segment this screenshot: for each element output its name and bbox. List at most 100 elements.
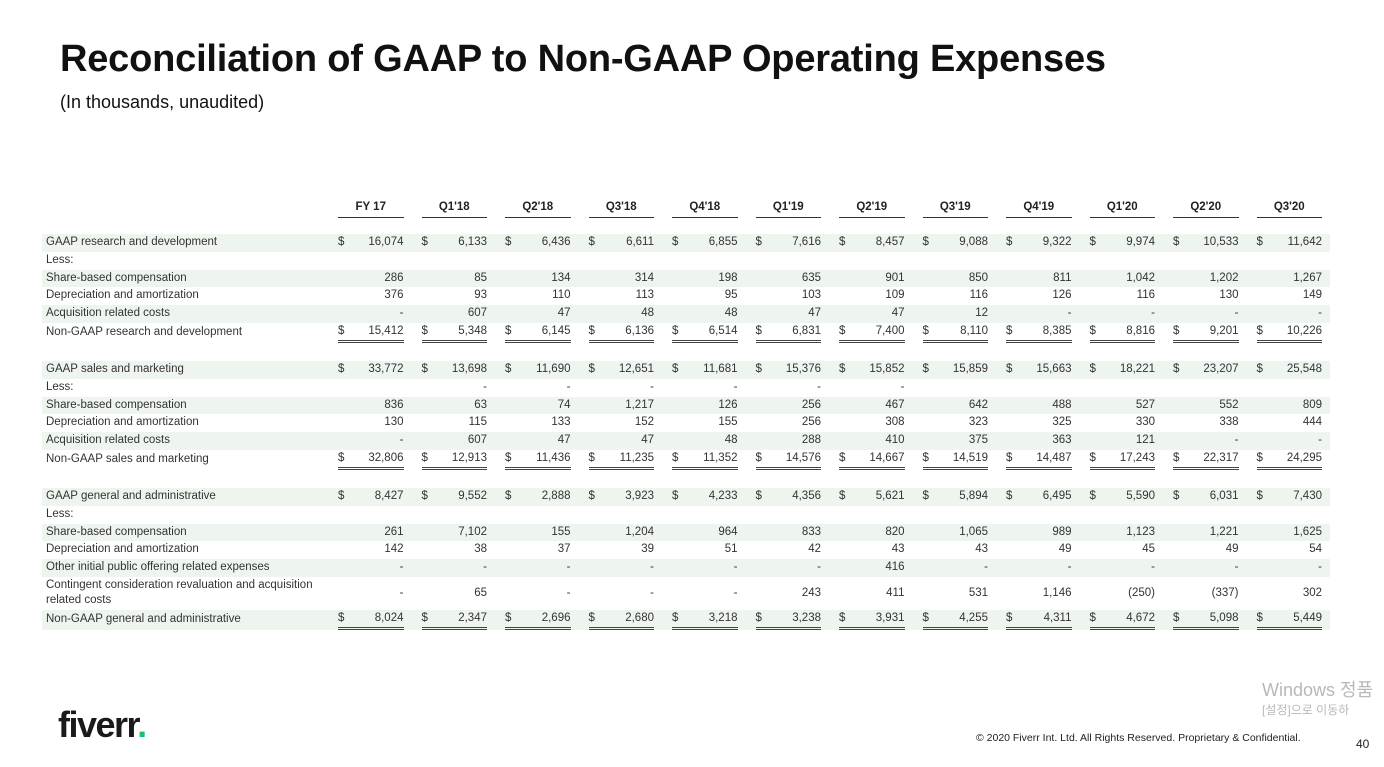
currency-symbol: $	[922, 611, 929, 624]
cell-value: -	[1151, 307, 1155, 320]
value-cell: $8,457	[829, 234, 913, 252]
cell-value: 6,031	[1209, 489, 1239, 502]
currency-symbol: $	[1006, 451, 1013, 464]
value-cell: 836	[328, 396, 412, 415]
value-cell: $6,436	[495, 234, 579, 252]
value-cell: 12	[912, 305, 996, 323]
value-cell-inner: 48	[589, 306, 654, 323]
value-cell: 130	[328, 414, 412, 432]
value-cell: 109	[829, 287, 913, 305]
value-cell-inner: $11,436	[505, 450, 571, 470]
cell-value: -	[650, 380, 654, 393]
value-cell-inner: $15,412	[338, 323, 404, 343]
column-header: FY 17	[328, 197, 412, 218]
value-cell-inner: -	[672, 379, 738, 396]
cell-value: 10,226	[1286, 324, 1322, 337]
value-cell-inner: 109	[839, 288, 904, 305]
cell-value: 198	[718, 271, 738, 284]
value-cell-inner: 325	[1006, 415, 1071, 432]
value-cell-inner: $8,816	[1089, 323, 1155, 343]
value-cell-inner: 1,221	[1173, 524, 1239, 541]
row-label: GAAP research and development	[42, 234, 328, 252]
value-cell: (250)	[1080, 577, 1164, 610]
value-cell-inner: -	[672, 560, 738, 577]
value-cell-inner: 635	[756, 270, 821, 287]
column-header-label: Q1'19	[755, 197, 821, 218]
currency-symbol: $	[505, 489, 512, 502]
value-cell-inner: -	[1090, 306, 1155, 323]
value-cell: $16,074	[328, 234, 412, 252]
cell-value: 1,217	[625, 398, 654, 411]
cell-value: 4,255	[959, 611, 988, 624]
value-cell-inner	[338, 379, 404, 396]
value-cell-inner: 47	[589, 433, 654, 450]
value-cell-inner: -	[422, 560, 487, 577]
table-row: GAAP sales and marketing $33,772 $13,698 $1…	[42, 360, 1330, 379]
value-cell: 261	[328, 523, 412, 542]
cell-value: 7,400	[875, 324, 905, 337]
cell-value: 6,133	[458, 236, 487, 248]
column-header-label: FY 17	[338, 197, 404, 218]
value-cell: $14,576	[746, 450, 830, 470]
cell-value: 8,385	[1042, 324, 1072, 337]
table-body: GAAP research and development $16,074 $6,1…	[42, 218, 1330, 630]
value-cell: 43	[913, 541, 997, 559]
value-cell-inner: $11,642	[1257, 234, 1323, 251]
value-cell: $11,436	[495, 450, 579, 470]
logo-text: fiverr	[58, 704, 139, 745]
value-cell-inner: 49	[1173, 542, 1239, 559]
value-cell-inner: -	[505, 577, 571, 610]
value-cell-inner: -	[756, 560, 821, 577]
value-cell-inner: 85	[422, 270, 487, 287]
cell-value: 6,145	[541, 324, 571, 337]
cell-value: 48	[724, 307, 738, 320]
value-cell: 1,221	[1163, 523, 1247, 542]
value-cell-inner	[1006, 252, 1072, 269]
column-header-label: Q4'18	[672, 197, 738, 218]
value-cell	[1080, 379, 1164, 397]
cell-value: 2,696	[541, 611, 571, 624]
row-label: Other initial public offering related ex…	[42, 559, 328, 577]
page-number: 40	[1356, 737, 1370, 751]
currency-symbol: $	[421, 324, 428, 337]
value-cell-inner: $2,888	[505, 488, 571, 505]
cell-value: (337)	[1211, 586, 1239, 599]
value-cell-inner: -	[422, 379, 487, 396]
value-cell-inner: $10,226	[1256, 323, 1322, 343]
value-cell-inner: 410	[839, 433, 904, 450]
value-cell: 47	[578, 432, 662, 450]
cell-value: 47	[641, 434, 654, 447]
value-cell: -	[662, 577, 746, 610]
cell-value: 32,806	[368, 451, 404, 464]
currency-symbol: $	[922, 489, 929, 502]
value-cell-inner: 198	[672, 270, 738, 287]
value-cell-inner	[505, 252, 571, 269]
cell-value: 8,110	[960, 324, 988, 337]
value-cell: -	[578, 559, 662, 577]
cell-value: 8,816	[1126, 324, 1155, 337]
currency-symbol: $	[672, 451, 679, 464]
cell-value: 130	[1219, 289, 1239, 302]
currency-symbol: $	[421, 451, 428, 464]
value-cell-inner: $5,894	[923, 488, 989, 505]
value-cell: 833	[745, 523, 829, 542]
cell-value: 38	[474, 543, 487, 556]
cell-value: 363	[1052, 434, 1072, 447]
currency-symbol: $	[1256, 236, 1263, 248]
cell-value: -	[984, 561, 988, 574]
table-row: Depreciation and amortization 130 115 133 15…	[42, 414, 1330, 432]
value-cell-inner: $3,218	[672, 610, 738, 630]
value-cell-inner: -	[589, 379, 654, 396]
value-cell: $6,136	[579, 323, 663, 343]
value-cell-inner: $12,651	[589, 361, 655, 378]
value-cell: -	[495, 577, 579, 610]
value-cell-inner: $4,233	[672, 488, 738, 505]
currency-symbol: $	[505, 451, 512, 464]
value-cell-inner: 850	[923, 270, 988, 287]
value-cell-inner	[1257, 506, 1323, 523]
value-cell-inner	[756, 252, 822, 269]
value-cell-inner: $4,255	[922, 610, 988, 630]
value-cell: $6,855	[662, 234, 746, 252]
value-cell: 308	[829, 414, 913, 432]
currency-symbol: $	[1089, 236, 1096, 248]
